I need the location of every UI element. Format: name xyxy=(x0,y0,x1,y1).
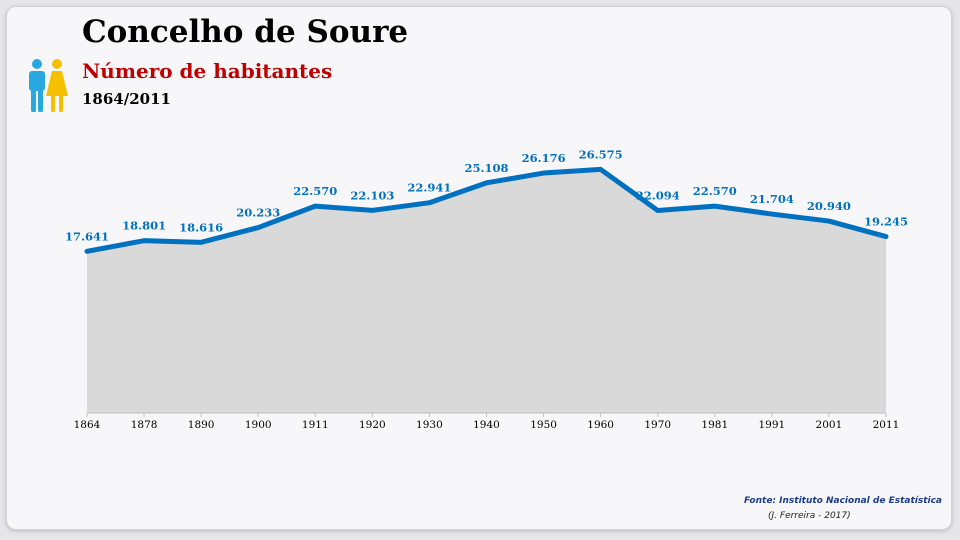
data-labels: 17.641 18.801 18.616 20.233 22.570 22.103 22.9… xyxy=(65,147,908,243)
x-tick-label: 1991 xyxy=(758,419,785,431)
x-tick-label: 1950 xyxy=(530,419,557,431)
data-label: 17.641 xyxy=(65,229,109,243)
data-label: 22.570 xyxy=(693,184,737,198)
x-tick-label: 1920 xyxy=(359,419,386,431)
data-label: 25.108 xyxy=(464,161,508,175)
woman-icon xyxy=(46,59,68,112)
data-label: 22.103 xyxy=(350,188,394,202)
data-label: 21.704 xyxy=(750,192,794,206)
data-label: 20.233 xyxy=(236,206,280,220)
chart-title: Concelho de Soure xyxy=(82,14,409,50)
x-tick-label: 1970 xyxy=(644,419,671,431)
source-credit: Fonte: Instituto Nacional de Estatística xyxy=(743,496,942,506)
x-tick-label: 1960 xyxy=(587,419,614,431)
x-tick-label: 2011 xyxy=(873,419,900,431)
data-label: 22.570 xyxy=(293,184,337,198)
x-ticks: 1864 1878 1890 1900 1911 1920 1930 1940 1950 1960… xyxy=(74,413,900,431)
data-label: 26.575 xyxy=(579,147,623,161)
data-label: 22.941 xyxy=(407,181,451,195)
people-icon xyxy=(29,59,68,112)
area-fill xyxy=(87,169,886,413)
period-label: 1864/2011 xyxy=(82,90,171,108)
data-label: 18.616 xyxy=(179,220,223,234)
x-tick-label: 1911 xyxy=(302,419,329,431)
data-label: 18.801 xyxy=(122,219,166,233)
series-line xyxy=(84,166,889,254)
x-tick-label: 1981 xyxy=(701,419,728,431)
data-label: 22.094 xyxy=(636,188,680,202)
data-label: 20.940 xyxy=(807,199,851,213)
author-credit: (J. Ferreira - 2017) xyxy=(768,511,851,521)
x-tick-label: 2001 xyxy=(816,419,843,431)
chart-subtitle: Número de habitantes xyxy=(82,59,333,83)
x-tick-label: 1900 xyxy=(245,419,272,431)
man-icon xyxy=(29,59,45,112)
x-tick-label: 1940 xyxy=(473,419,500,431)
data-label: 19.245 xyxy=(864,215,908,229)
x-tick-label: 1890 xyxy=(188,419,215,431)
x-tick-label: 1864 xyxy=(74,419,101,431)
x-tick-label: 1878 xyxy=(131,419,158,431)
data-label: 26.176 xyxy=(522,151,566,165)
x-tick-label: 1930 xyxy=(416,419,443,431)
